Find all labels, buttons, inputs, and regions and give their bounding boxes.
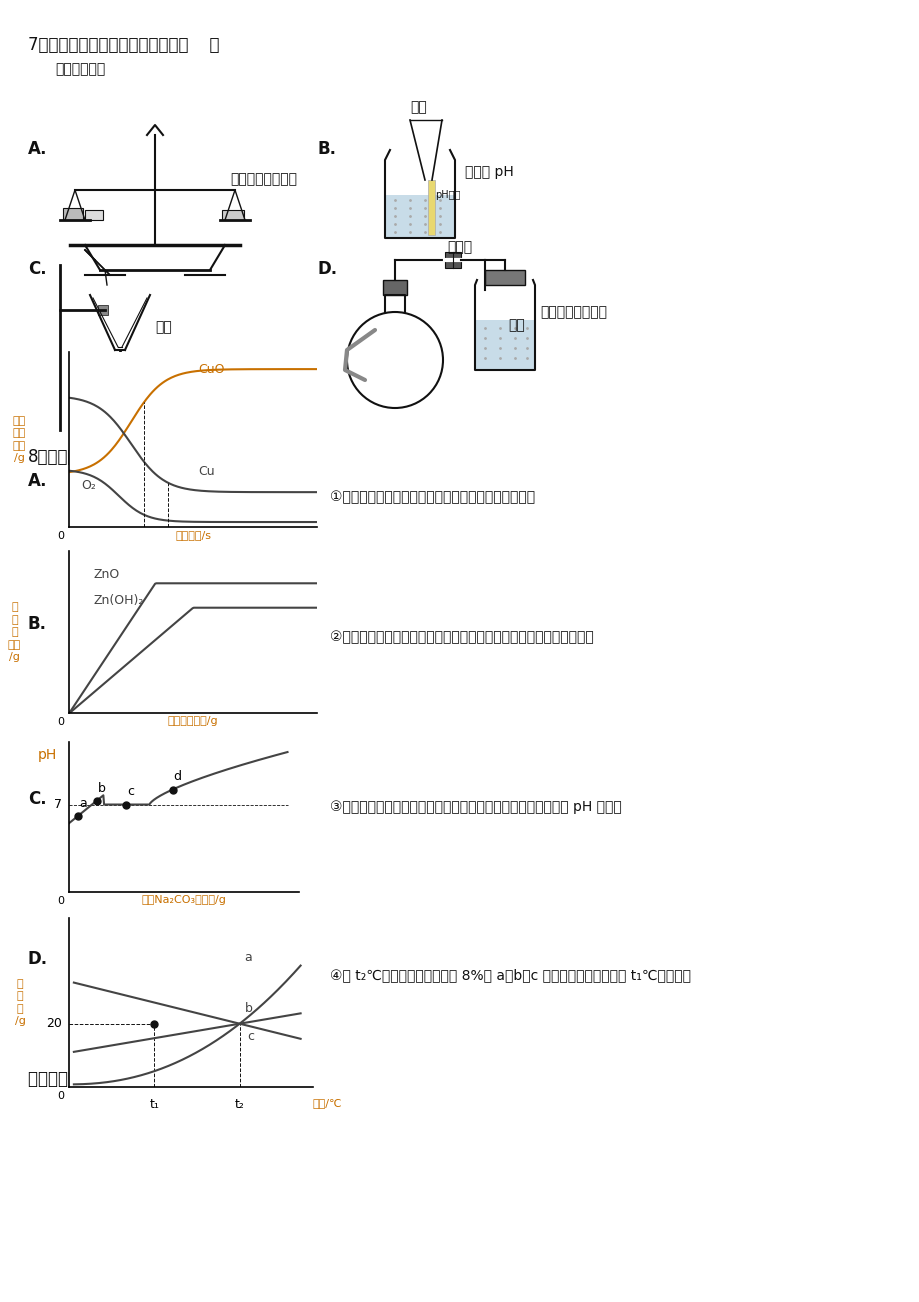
- Text: 水柱: 水柱: [507, 318, 524, 332]
- Text: 0: 0: [57, 1091, 64, 1101]
- Text: 纸和氢氧化钠: 纸和氢氧化钠: [55, 62, 105, 76]
- Text: A.: A.: [28, 473, 48, 490]
- Text: Cu: Cu: [198, 465, 214, 478]
- Text: C.: C.: [28, 260, 47, 279]
- Text: 的溶质质量分数还都是 8%: 的溶质质量分数还都是 8%: [28, 1070, 159, 1088]
- Text: 称量固体氢氧化钠: 称量固体氢氧化钠: [230, 172, 297, 186]
- Text: 7．如图所示实验操作，正确的是（    ）: 7．如图所示实验操作，正确的是（ ）: [28, 36, 220, 53]
- Text: 过滤: 过滤: [154, 320, 172, 335]
- Text: B.: B.: [318, 141, 336, 158]
- Text: 溶
解
度
/g: 溶 解 度 /g: [15, 979, 26, 1026]
- Text: C.: C.: [28, 790, 47, 809]
- Bar: [98, 305, 108, 315]
- Bar: [85, 210, 103, 220]
- Bar: [62, 208, 83, 220]
- Text: 测溶液 pH: 测溶液 pH: [464, 165, 513, 178]
- Bar: [221, 210, 244, 220]
- Text: B.: B.: [28, 615, 47, 633]
- Text: pH试纸: pH试纸: [435, 190, 460, 201]
- Text: Zn(OH)₂: Zn(OH)₂: [94, 595, 144, 608]
- Text: t₂: t₂: [234, 1099, 244, 1112]
- Text: ③在盐酸和氯化钙的混合溶液中不断加入碳酸钠溶液，混合溶液 pH 的变化: ③在盐酸和氯化钙的混合溶液中不断加入碳酸钠溶液，混合溶液 pH 的变化: [330, 799, 621, 814]
- Text: D.: D.: [318, 260, 338, 279]
- Bar: [427, 180, 435, 234]
- Text: A.: A.: [28, 141, 48, 158]
- Text: t₁: t₁: [149, 1099, 159, 1112]
- X-axis label: 稀盐酸的质量/g: 稀盐酸的质量/g: [167, 716, 219, 727]
- Text: pH: pH: [39, 747, 57, 762]
- Bar: [382, 280, 406, 296]
- Text: 温度/℃: 温度/℃: [312, 1099, 342, 1108]
- Text: 0: 0: [57, 531, 64, 540]
- Text: CuO: CuO: [198, 363, 224, 376]
- Bar: [484, 270, 525, 285]
- Text: 检查装置的气密性: 检查装置的气密性: [539, 305, 607, 319]
- Text: a: a: [79, 797, 87, 810]
- Text: 0: 0: [57, 896, 64, 906]
- Bar: [384, 195, 455, 238]
- Text: c: c: [246, 1030, 254, 1043]
- Text: ④将 t₂℃时溶质质量分数都为 8%的 a、b、c 三种物质的溶液降温到 t₁℃所得溶液: ④将 t₂℃时溶质质量分数都为 8%的 a、b、c 三种物质的溶液降温到 t₁℃…: [330, 967, 690, 982]
- Text: b: b: [244, 1003, 252, 1016]
- Text: 弹簧夹: 弹簧夹: [447, 240, 471, 254]
- Text: d: d: [174, 771, 181, 784]
- Text: ZnO: ZnO: [94, 569, 120, 582]
- Bar: [474, 320, 535, 370]
- Bar: [445, 253, 460, 268]
- Text: ②向等质量的氧化锌和氢氧化锌中分别加入等质量分数的稀盐酸至过量: ②向等质量的氧化锌和氢氧化锌中分别加入等质量分数的稀盐酸至过量: [330, 630, 593, 644]
- Text: 20: 20: [46, 1017, 62, 1030]
- Text: ①在密闭容器中加热等质量的铜和氧气，使其充分反应: ①在密闭容器中加热等质量的铜和氧气，使其充分反应: [330, 490, 535, 504]
- Text: 7: 7: [54, 798, 62, 811]
- X-axis label: 反应时间/s: 反应时间/s: [175, 530, 211, 540]
- Text: 各物
质的
质量
/g: 各物 质的 质量 /g: [13, 415, 26, 464]
- Text: c: c: [128, 785, 134, 798]
- Text: O₂: O₂: [82, 479, 96, 492]
- Bar: [82, 450, 158, 470]
- Text: a: a: [244, 952, 252, 965]
- X-axis label: 加入Na₂CO₃的质量/g: 加入Na₂CO₃的质量/g: [142, 894, 226, 905]
- Text: 8．下列图像不能正确反映其对应关系的是: 8．下列图像不能正确反映其对应关系的是: [28, 448, 219, 466]
- Text: 镊子: 镊子: [410, 100, 426, 115]
- Text: b: b: [97, 781, 106, 794]
- Text: 0: 0: [57, 716, 64, 727]
- Text: 氯
化
锌
质量
/g: 氯 化 锌 质量 /g: [7, 603, 21, 661]
- Text: D.: D.: [28, 950, 48, 967]
